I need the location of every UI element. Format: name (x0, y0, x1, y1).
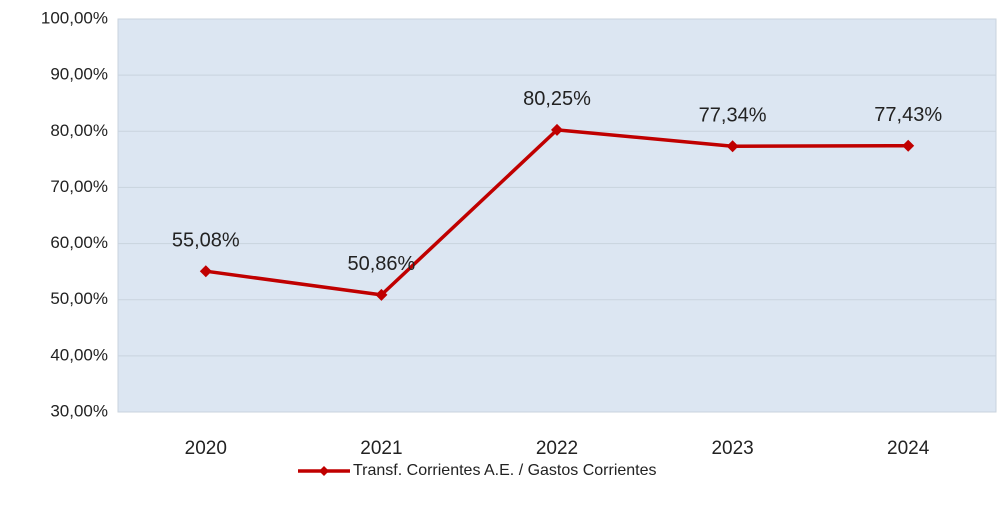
legend-marker (319, 466, 329, 476)
y-tick-label: 70,00% (50, 177, 108, 196)
data-label: 77,34% (699, 105, 767, 127)
data-label: 50,86% (347, 253, 415, 275)
y-tick-label: 80,00% (50, 121, 108, 140)
marker (199, 265, 212, 278)
x-tick-label: 2023 (711, 438, 753, 459)
y-tick-label: 30,00% (50, 401, 108, 420)
marker (551, 123, 563, 136)
x-tick-label: 2024 (887, 438, 930, 459)
marker (375, 288, 388, 301)
marker (726, 140, 739, 153)
y-tick-label: 100,00% (41, 8, 108, 27)
x-tick-label: 2020 (185, 438, 227, 459)
x-tick-label: 2021 (360, 438, 402, 459)
data-label: 80,25% (523, 88, 591, 110)
legend-label: Transf. Corrientes A.E. / Gastos Corrien… (353, 462, 657, 479)
data-label: 55,08% (172, 229, 240, 251)
y-tick-label: 90,00% (50, 65, 108, 84)
marker (902, 139, 915, 152)
y-tick-label: 40,00% (50, 345, 108, 364)
y-tick-label: 60,00% (50, 233, 108, 252)
data-label: 77,43% (874, 104, 942, 126)
plot-area (117, 18, 997, 413)
y-tick-label: 50,00% (50, 289, 108, 308)
x-tick-label: 2022 (536, 438, 578, 459)
